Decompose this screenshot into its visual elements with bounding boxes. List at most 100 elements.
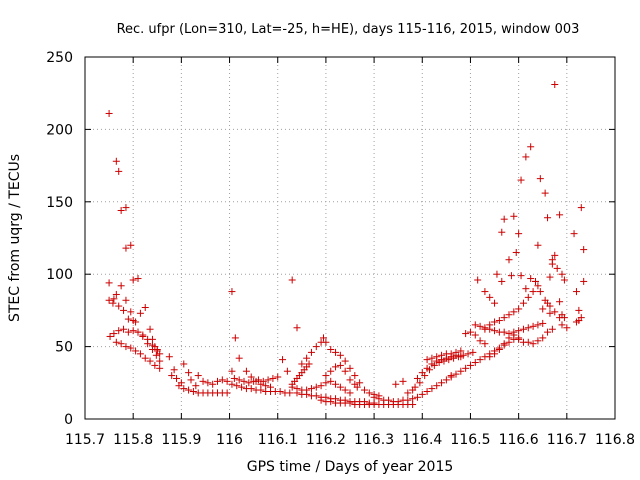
data-point [106, 332, 114, 340]
data-point [452, 370, 460, 378]
data-point [457, 367, 465, 375]
data-point [534, 282, 542, 290]
data-point [122, 204, 130, 212]
data-point [122, 343, 130, 351]
data-point [346, 364, 354, 372]
data-point [466, 328, 474, 336]
data-point [223, 377, 231, 385]
data-point [416, 379, 424, 387]
data-point [148, 345, 156, 353]
data-point [442, 376, 450, 384]
data-point [505, 256, 513, 264]
data-point [252, 377, 260, 385]
data-point [146, 357, 154, 365]
data-point [122, 296, 130, 304]
data-point [476, 322, 484, 330]
x-tick-label: 115.7 [65, 432, 105, 448]
data-point [298, 360, 306, 368]
data-point [491, 318, 499, 326]
data-point [307, 348, 315, 356]
data-point [536, 175, 544, 183]
data-point [288, 276, 296, 284]
data-point [168, 372, 176, 380]
data-point [536, 288, 544, 296]
data-point [423, 356, 431, 364]
data-point [267, 383, 274, 391]
data-point [322, 338, 330, 346]
x-tick-label: 115.8 [113, 432, 153, 448]
data-point [505, 311, 513, 319]
data-point [341, 367, 349, 375]
data-point [110, 330, 118, 338]
data-point [524, 338, 532, 346]
data-point [341, 386, 349, 394]
data-point [572, 288, 580, 296]
data-point [233, 382, 241, 390]
data-point [435, 359, 443, 367]
data-point [411, 383, 419, 391]
data-point [469, 348, 477, 356]
data-point [264, 376, 272, 384]
data-point [392, 380, 400, 388]
data-point [117, 282, 125, 290]
data-point [462, 330, 470, 338]
data-point [141, 354, 149, 362]
data-point [423, 387, 431, 395]
data-point [491, 350, 499, 358]
data-point [262, 382, 270, 390]
data-point [115, 327, 123, 335]
data-point [510, 331, 518, 339]
x-tick-label: 116.8 [595, 432, 635, 448]
data-point [413, 374, 421, 382]
data-point [474, 276, 482, 284]
data-point [491, 299, 499, 307]
data-point [112, 290, 120, 298]
data-point [385, 396, 393, 404]
data-point [312, 392, 320, 400]
data-point [353, 383, 361, 391]
data-point [356, 379, 364, 387]
data-point [527, 143, 535, 151]
data-point [532, 277, 539, 285]
data-point [580, 277, 588, 285]
data-point [558, 270, 566, 278]
data-point [136, 350, 144, 358]
data-point [500, 314, 508, 322]
data-point [187, 376, 195, 384]
data-point [515, 327, 523, 335]
data-point [274, 373, 282, 381]
data-point [438, 379, 446, 387]
data-point [257, 380, 265, 388]
data-point [556, 211, 564, 219]
data-point [529, 288, 537, 296]
data-point [491, 327, 499, 335]
data-point [136, 309, 144, 317]
data-point [293, 324, 301, 332]
data-point [127, 344, 135, 352]
x-tick-label: 115.9 [161, 432, 201, 448]
data-point [283, 367, 291, 375]
data-point [529, 322, 537, 330]
data-point [459, 351, 467, 359]
data-point [539, 334, 547, 342]
data-point [223, 389, 231, 397]
data-point [505, 334, 513, 342]
data-point [534, 321, 542, 329]
data-point [466, 361, 474, 369]
data-point [165, 353, 173, 361]
data-point [120, 306, 128, 314]
data-point [522, 153, 530, 161]
plot-frame [84, 56, 616, 420]
data-point [317, 396, 325, 404]
data-point [399, 377, 407, 385]
data-point [189, 387, 197, 395]
data-point [238, 383, 246, 391]
y-tick-label: 0 [64, 412, 73, 428]
data-point [510, 212, 518, 220]
data-point [575, 306, 583, 314]
data-point [524, 324, 532, 332]
axis-ticks [84, 56, 616, 420]
data-point [394, 398, 402, 406]
data-point [519, 325, 527, 333]
